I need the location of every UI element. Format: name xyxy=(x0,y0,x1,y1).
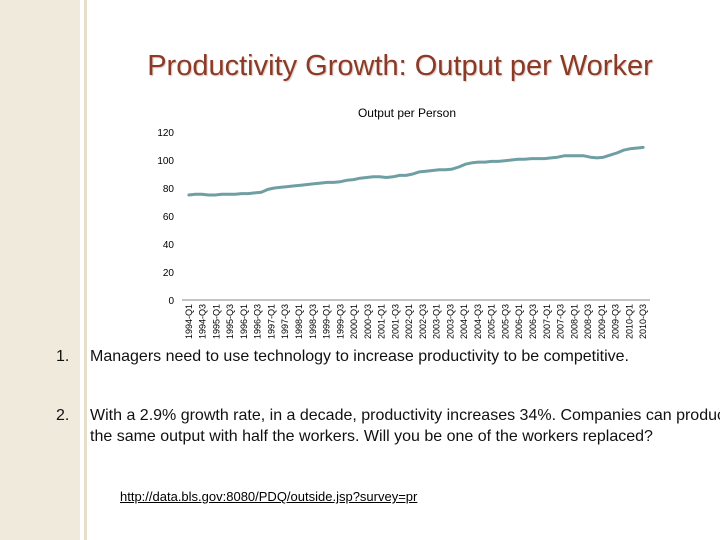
x-tick-label: 1999-Q3 xyxy=(335,304,345,339)
x-tick-label: 2005-Q1 xyxy=(487,304,497,339)
x-tick-label: 2007-Q3 xyxy=(556,304,566,339)
bullet-number-1: 1. xyxy=(56,348,70,365)
y-tick-label: 80 xyxy=(163,184,175,195)
decorative-sidebar-line xyxy=(84,0,87,540)
x-tick-label: 2008-Q3 xyxy=(583,304,593,339)
x-tick-label: 2008-Q1 xyxy=(569,304,579,339)
bullet-item-1: 1. Managers need to use technology to in… xyxy=(56,346,720,367)
x-tick-label: 2010-Q1 xyxy=(624,304,634,339)
x-tick-label: 1996-Q3 xyxy=(253,304,263,339)
y-tick-label: 60 xyxy=(163,212,175,223)
x-tick-label: 2006-Q1 xyxy=(514,304,524,339)
x-tick-label: 1994-Q1 xyxy=(184,304,194,339)
y-tick-label: 20 xyxy=(163,268,175,279)
x-tick-label: 1995-Q3 xyxy=(225,304,235,339)
decorative-sidebar xyxy=(0,0,80,540)
x-tick-label: 1998-Q3 xyxy=(308,304,318,339)
x-tick-label: 2005-Q3 xyxy=(500,304,510,339)
source-link[interactable]: http://data.bls.gov:8080/PDQ/outside.jsp… xyxy=(120,489,418,504)
y-axis: 0 20 40 60 80 100 120 xyxy=(157,128,650,307)
x-tick-label: 2004-Q1 xyxy=(459,304,469,339)
x-tick-label: 2003-Q3 xyxy=(445,304,455,339)
x-tick-label: 2001-Q1 xyxy=(377,304,387,339)
x-tick-label: 2001-Q3 xyxy=(390,304,400,339)
bullet-number-2: 2. xyxy=(56,407,70,424)
x-tick-label: 2000-Q3 xyxy=(363,304,373,339)
bullet-text-1: Managers need to use technology to incre… xyxy=(90,348,629,365)
x-tick-label: 2003-Q1 xyxy=(432,304,442,339)
x-tick-label: 2004-Q3 xyxy=(473,304,483,339)
slide-title: Productivity Growth: Output per Worker xyxy=(147,50,653,82)
x-tick-label: 2009-Q1 xyxy=(597,304,607,339)
output-per-person-chart: Output per Person 0 20 40 60 80 100 120 1994-Q… xyxy=(157,106,650,339)
x-tick-label: 1997-Q3 xyxy=(280,304,290,339)
x-tick-label: 1996-Q1 xyxy=(239,304,249,339)
bullet-text-2: With a 2.9% growth rate, in a decade, pr… xyxy=(90,407,720,445)
x-tick-label: 2006-Q3 xyxy=(528,304,538,339)
x-tick-label: 2010-Q3 xyxy=(638,304,648,339)
series-line-output-per-person xyxy=(187,145,645,197)
y-tick-label: 40 xyxy=(163,240,175,251)
bullet-item-2: 2. With a 2.9% growth rate, in a decade,… xyxy=(56,405,720,447)
y-tick-label: 100 xyxy=(157,156,174,167)
x-tick-label: 1999-Q1 xyxy=(322,304,332,339)
y-tick-label: 120 xyxy=(157,128,174,139)
x-tick-label: 2002-Q3 xyxy=(418,304,428,339)
x-tick-label: 1997-Q1 xyxy=(266,304,276,339)
x-tick-label: 2000-Q1 xyxy=(349,304,359,339)
x-tick-label: 1994-Q3 xyxy=(198,304,208,339)
x-tick-label: 2009-Q3 xyxy=(611,304,621,339)
x-tick-label: 2002-Q1 xyxy=(404,304,414,339)
x-tick-label: 2007-Q1 xyxy=(542,304,552,339)
y-tick-label: 0 xyxy=(168,296,174,307)
x-axis: 1994-Q1 1994-Q3 1995-Q1 1995-Q3 1996-Q1 1996-… xyxy=(184,304,648,339)
x-tick-label: 1995-Q1 xyxy=(211,304,221,339)
chart-title: Output per Person xyxy=(358,106,456,120)
x-tick-label: 1998-Q1 xyxy=(294,304,304,339)
